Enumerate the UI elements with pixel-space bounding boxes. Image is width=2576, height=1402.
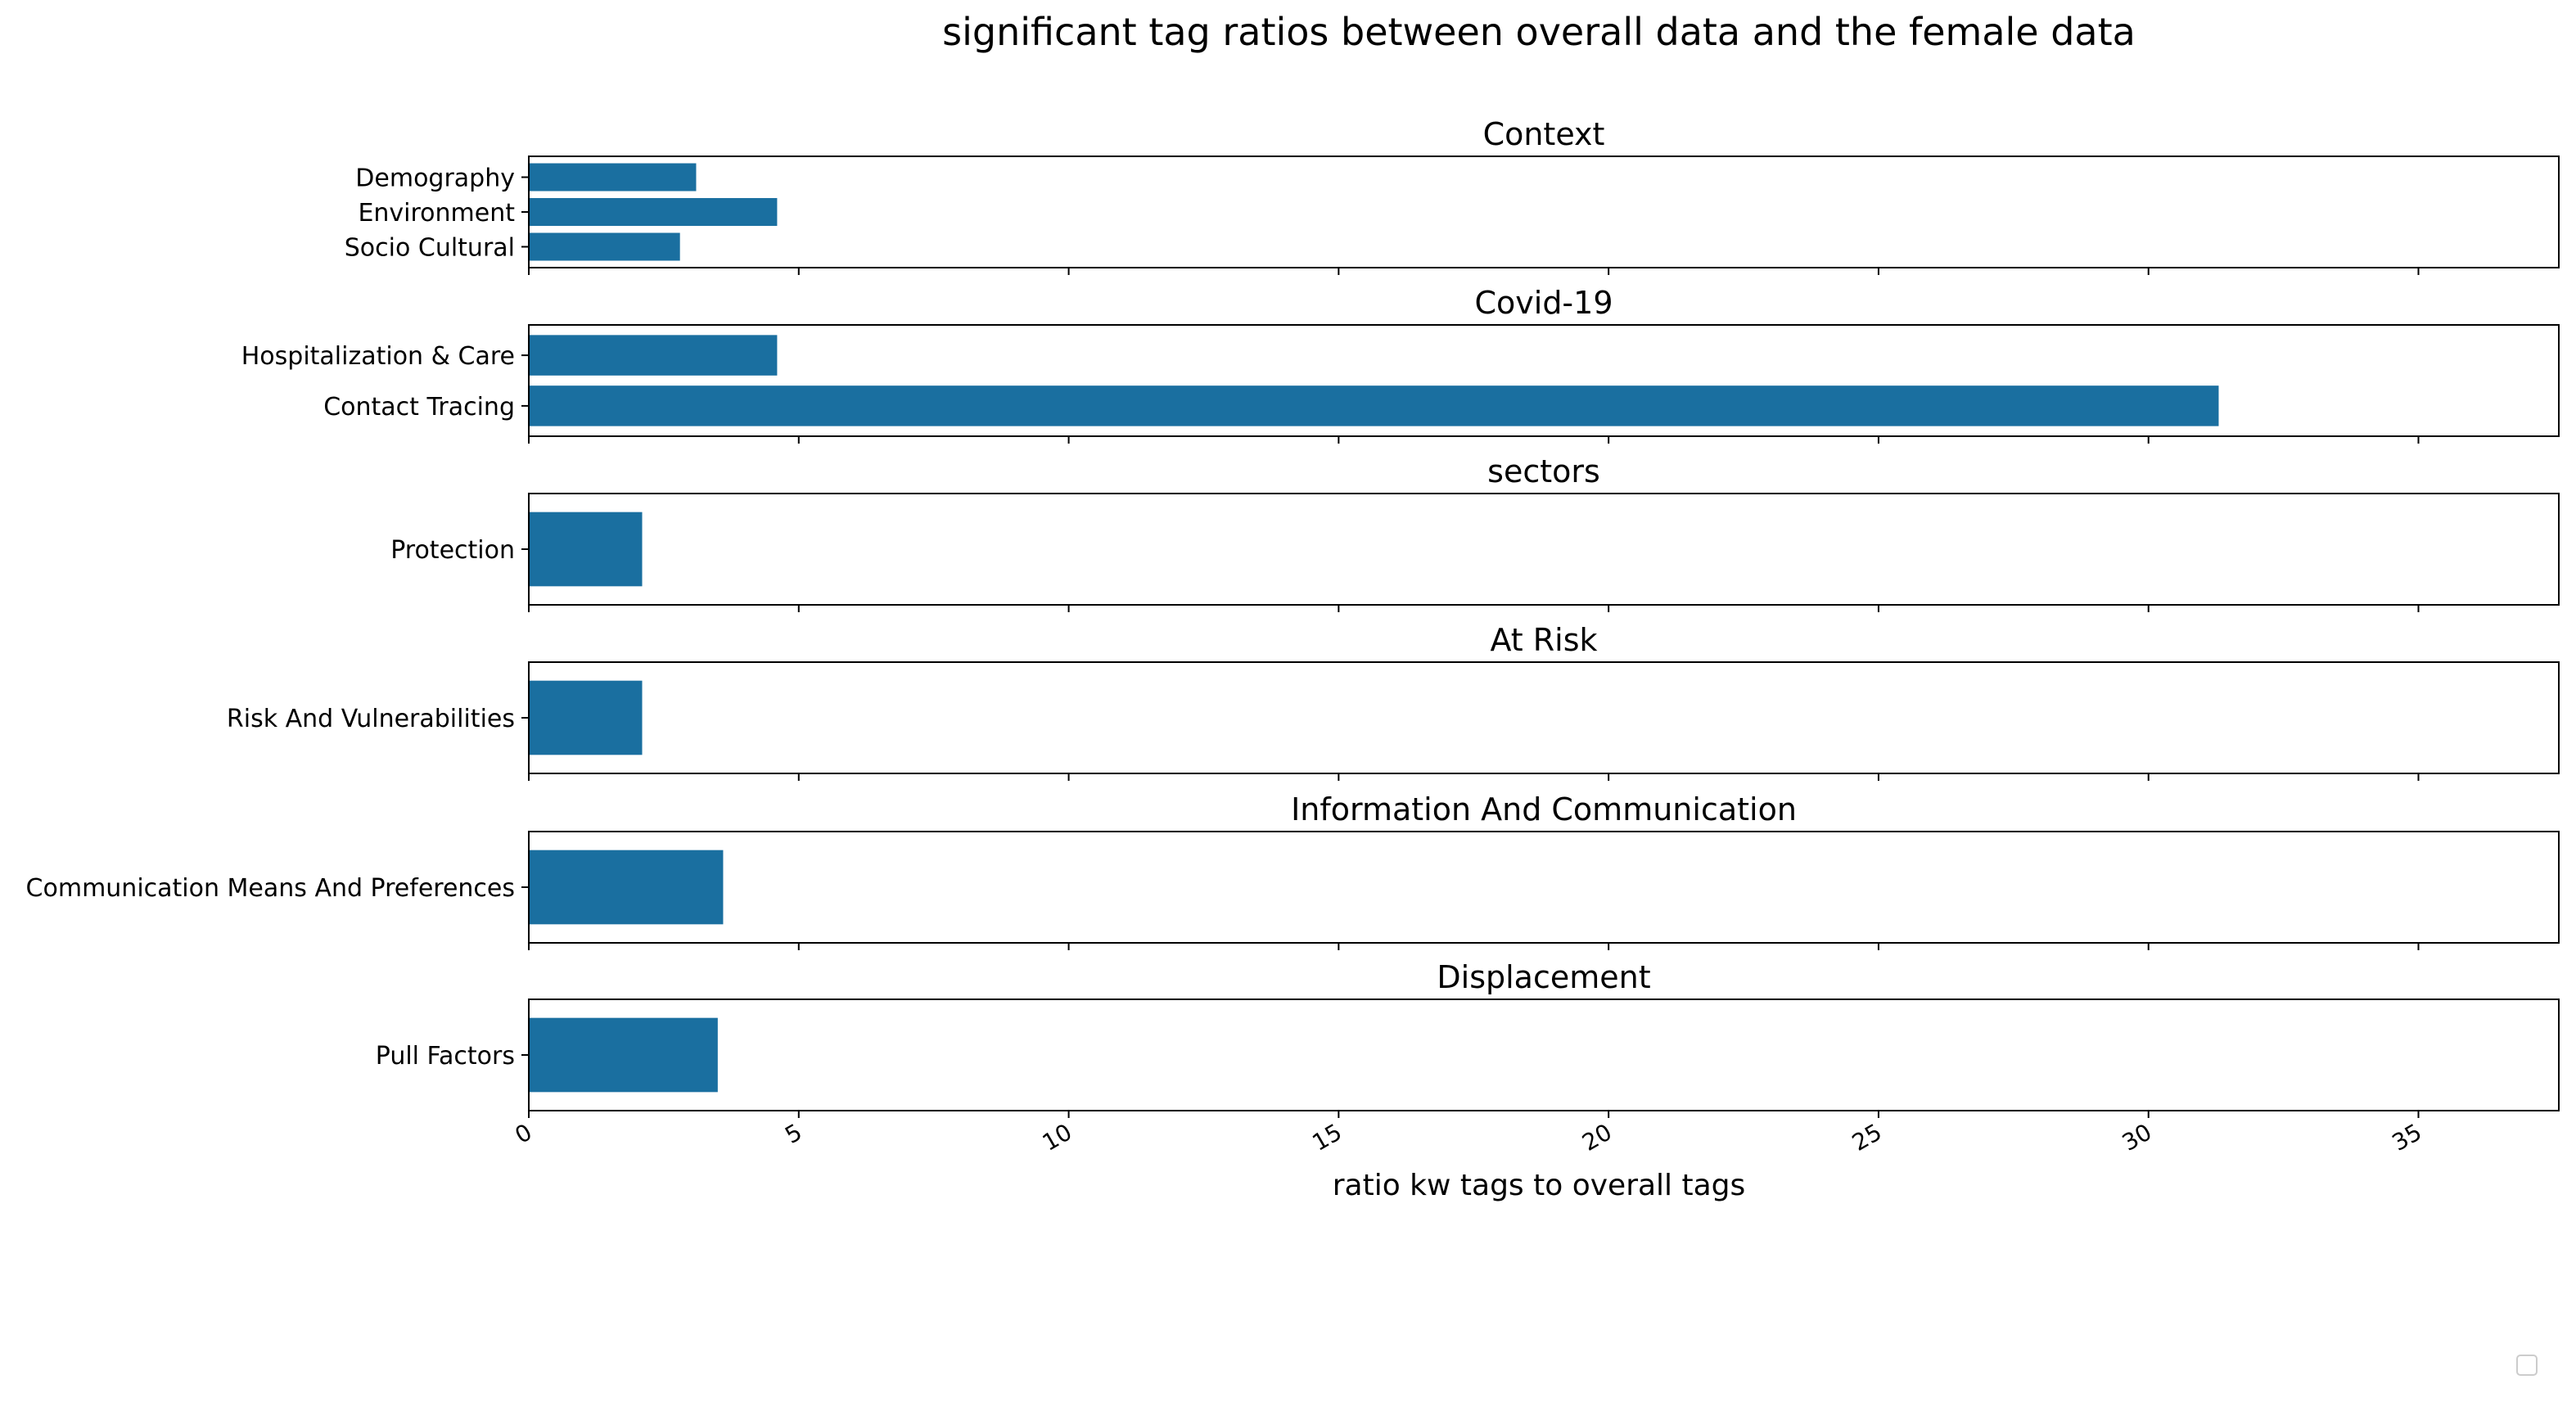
y-tick-label: Hospitalization & Care — [241, 342, 515, 371]
y-tick-label: Risk And Vulnerabilities — [227, 705, 515, 733]
panel-title: Displacement — [1437, 959, 1650, 995]
legend-box — [2516, 1355, 2538, 1376]
panel-frame — [528, 831, 2560, 944]
y-tick-label: Protection — [390, 536, 515, 565]
y-tick-label: Contact Tracing — [323, 393, 515, 422]
panel-title: Context — [1483, 116, 1605, 152]
bar — [529, 680, 643, 755]
panel: Information And Communication Communicati… — [26, 791, 2560, 950]
bar — [529, 1017, 718, 1093]
bar — [529, 163, 697, 192]
x-axis-label: ratio kw tags to overall tags — [1333, 1169, 1746, 1202]
panel: Displacement Pull Factors — [376, 959, 2560, 1118]
chart-panels: Context Demography Environment Socio Cultur… — [26, 116, 2560, 1118]
panel-title: sectors — [1487, 453, 1600, 489]
y-tick-label: Demography — [355, 165, 515, 193]
panel-frame — [528, 324, 2560, 437]
panel: Covid-19 Hospitalization & Care Contact Tr… — [241, 285, 2560, 444]
y-tick-label: Communication Means And Preferences — [26, 874, 515, 903]
panel-frame — [528, 999, 2560, 1111]
panel-frame — [528, 156, 2560, 268]
panel-frame — [528, 661, 2560, 774]
bar — [529, 512, 643, 587]
bar — [529, 232, 680, 261]
panel: At Risk Risk And Vulnerabilities — [227, 622, 2560, 781]
bar — [529, 385, 2219, 426]
panel-title: Information And Communication — [1291, 791, 1797, 827]
bar — [529, 335, 778, 376]
panel-frame — [528, 493, 2560, 606]
panel: sectors Protection — [390, 453, 2560, 612]
panel: Context Demography Environment Socio Cultur… — [345, 116, 2560, 275]
y-tick-label: Socio Cultural — [345, 234, 515, 263]
y-tick-label: Pull Factors — [376, 1042, 515, 1071]
chart-title: significant tag ratios between overall d… — [942, 10, 2136, 54]
panel-title: Covid-19 — [1474, 285, 1613, 321]
bar — [529, 850, 724, 925]
bar — [529, 198, 778, 226]
y-tick-label: Environment — [358, 199, 515, 228]
panel-title: At Risk — [1490, 622, 1597, 658]
